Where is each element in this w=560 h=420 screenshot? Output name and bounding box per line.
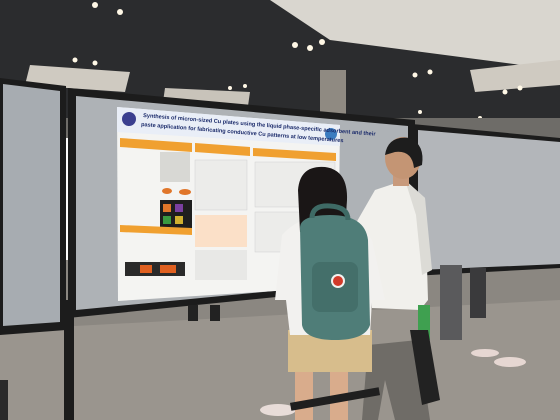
- board-leg: [64, 300, 74, 420]
- poster-header: [117, 107, 340, 146]
- poster-logo: [122, 112, 136, 126]
- floor-sticker: [260, 404, 296, 416]
- foreground-object: [0, 380, 8, 420]
- board-right: [418, 130, 560, 270]
- person-background: [188, 305, 198, 321]
- person-background: [210, 305, 220, 321]
- floor-sticker: [494, 357, 526, 367]
- board-left: [3, 84, 60, 326]
- ceiling-lights: [72, 2, 523, 120]
- person-background: [470, 268, 486, 318]
- ceiling-panel: [270, 0, 560, 70]
- person-background: [440, 265, 462, 340]
- floor-sticker: [471, 349, 499, 357]
- woman: [275, 166, 385, 420]
- poster-logo: [325, 128, 337, 140]
- ceiling-panel: [470, 60, 560, 92]
- floor-tube: [289, 387, 381, 411]
